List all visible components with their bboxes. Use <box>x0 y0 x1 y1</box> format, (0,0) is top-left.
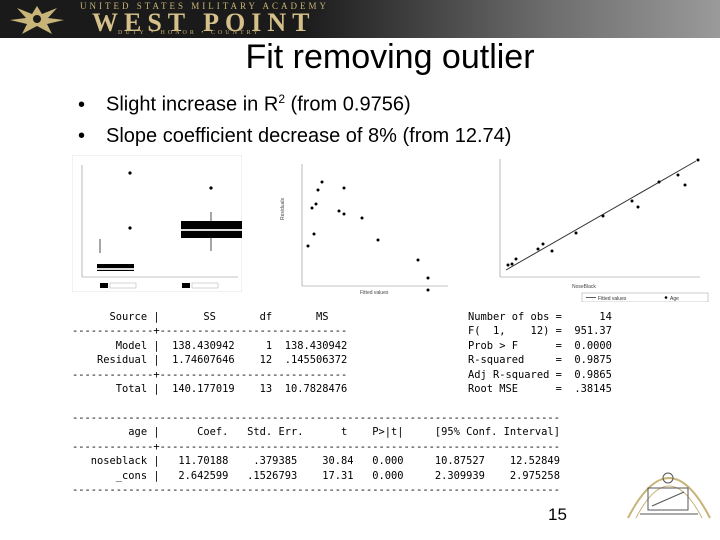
scatter-point <box>506 263 510 267</box>
scatter-point <box>510 262 514 266</box>
box-outlier-point <box>128 226 132 230</box>
residual-point <box>320 180 324 184</box>
fit-line <box>505 160 697 271</box>
anova-line: Source | SS df MS <box>72 311 329 323</box>
scatter-point <box>601 214 605 218</box>
legend-point-swatch <box>664 296 668 299</box>
slide-title: Fit removing outlier <box>245 38 535 76</box>
bullet-item: • Slight increase in R2 (from 0.9756) <box>78 84 511 121</box>
box-outlier-point <box>128 171 132 175</box>
anova-table: Source | SS df MS -------------+--------… <box>72 310 347 396</box>
residual-point <box>426 276 430 280</box>
fit-stat-line: F( 1, 12) = 951.37 <box>468 325 612 338</box>
banner-fade <box>300 0 720 38</box>
anova-line: Residual | 1.74607646 12 .145506372 <box>72 354 348 367</box>
fit-stat-line: R-squared = 0.9875 <box>468 354 612 367</box>
scatter-point <box>541 242 545 246</box>
residual-point <box>342 186 346 190</box>
residual-point <box>376 238 380 242</box>
banner-west-point-text: WEST POINT <box>92 8 316 37</box>
coef-line: ----------------------------------------… <box>72 484 560 497</box>
residual-point <box>316 188 320 192</box>
coef-line: ----------------------------------------… <box>72 412 560 424</box>
scatter-points <box>506 158 700 267</box>
legend-fitted-label: Fitted values <box>598 296 627 302</box>
bullet-superscript: 2 <box>278 92 285 106</box>
residual-point <box>342 212 346 216</box>
fit-stat-line: Number of obs = 14 <box>468 311 612 323</box>
residual-point <box>310 206 314 210</box>
anova-line: Model | 138.430942 1 138.430942 <box>72 339 348 352</box>
scatter-point <box>657 180 661 184</box>
residual-point <box>312 232 316 236</box>
box-left <box>97 264 134 271</box>
department-seal-icon <box>627 472 711 519</box>
coef-line: noseblack | 11.70188 .379385 30.84 0.000… <box>72 455 560 468</box>
banner-academy-text: UNITED STATES MILITARY ACADEMY <box>80 1 329 11</box>
coef-line: _cons | 2.642599 .1526793 17.31 0.000 2.… <box>72 469 560 482</box>
coef-line: -------------+--------------------------… <box>72 440 560 453</box>
scatter-point <box>536 247 540 251</box>
box-left-median <box>97 268 134 270</box>
scatter-point <box>514 257 518 261</box>
residual-point <box>337 209 341 213</box>
banner-motto-text: DUTY • HONOR • COUNTRY <box>118 30 261 36</box>
scatter-point <box>683 183 687 187</box>
page-number: 15 <box>548 505 567 524</box>
anova-line: Total | 140.177019 13 10.7828476 <box>72 383 348 396</box>
eagle-emblem-icon <box>10 6 64 34</box>
noseblack-age-fit-plot: NoseBlack Fitted values Age <box>499 158 709 302</box>
bullet-text-tail: (from 0.9756) <box>285 93 411 116</box>
residual-point <box>426 288 430 292</box>
bullet-text: Slight increase in R <box>106 93 279 116</box>
anova-line: -------------+--------------------------… <box>72 325 348 338</box>
residual-plot-ylabel: Residuals <box>280 198 286 220</box>
scatter-point <box>636 205 640 209</box>
coef-line: age | Coef. Std. Err. t P>|t| [95% Conf.… <box>72 426 560 439</box>
scatter-point <box>696 158 700 162</box>
bullet-dot-icon: • <box>78 93 86 116</box>
residual-point <box>360 216 364 220</box>
scatter-point <box>574 231 578 235</box>
scatter-point <box>676 173 680 177</box>
residual-point <box>416 258 420 262</box>
residual-plot-xlabel: Fitted values <box>360 290 389 296</box>
residual-point <box>306 244 310 248</box>
coefficient-table: ----------------------------------------… <box>72 411 560 497</box>
fit-stat-line: Prob > F = 0.0000 <box>468 339 612 352</box>
legend-age-label: Age <box>670 296 679 302</box>
bullet-text: Slope coefficient decrease of 8% (from 1… <box>106 124 512 147</box>
fit-statistics: Number of obs = 14 F( 1, 12) = 951.37 Pr… <box>468 310 612 396</box>
box-plot <box>72 155 242 292</box>
legend-label-box <box>191 282 219 289</box>
bullet-item: • Slope coefficient decrease of 8% (from … <box>78 121 511 152</box>
anova-line: -------------+--------------------------… <box>72 368 348 381</box>
fit-stat-line: Root MSE = .38145 <box>468 383 612 396</box>
west-point-banner: UNITED STATES MILITARY ACADEMY WEST POIN… <box>0 0 720 38</box>
scatter-point <box>630 199 634 203</box>
box-right-median <box>181 229 242 231</box>
scatter-point <box>550 249 554 253</box>
legend-swatch <box>182 283 190 288</box>
box-outlier-point <box>209 186 213 190</box>
scatter-xlabel: NoseBlack <box>572 284 596 290</box>
legend-swatch <box>100 283 108 288</box>
fit-stat-line: Adj R-squared = 0.9865 <box>468 368 612 381</box>
residual-point <box>314 202 318 206</box>
residuals-vs-fitted-plot: Residuals Fitted values <box>280 164 448 296</box>
residual-points <box>306 180 430 292</box>
scatter-legend-box <box>581 292 709 302</box>
bullet-list: • Slight increase in R2 (from 0.9756) • Sl… <box>78 84 511 152</box>
bullet-dot-icon: • <box>78 124 86 147</box>
legend-label-box <box>109 282 137 289</box>
